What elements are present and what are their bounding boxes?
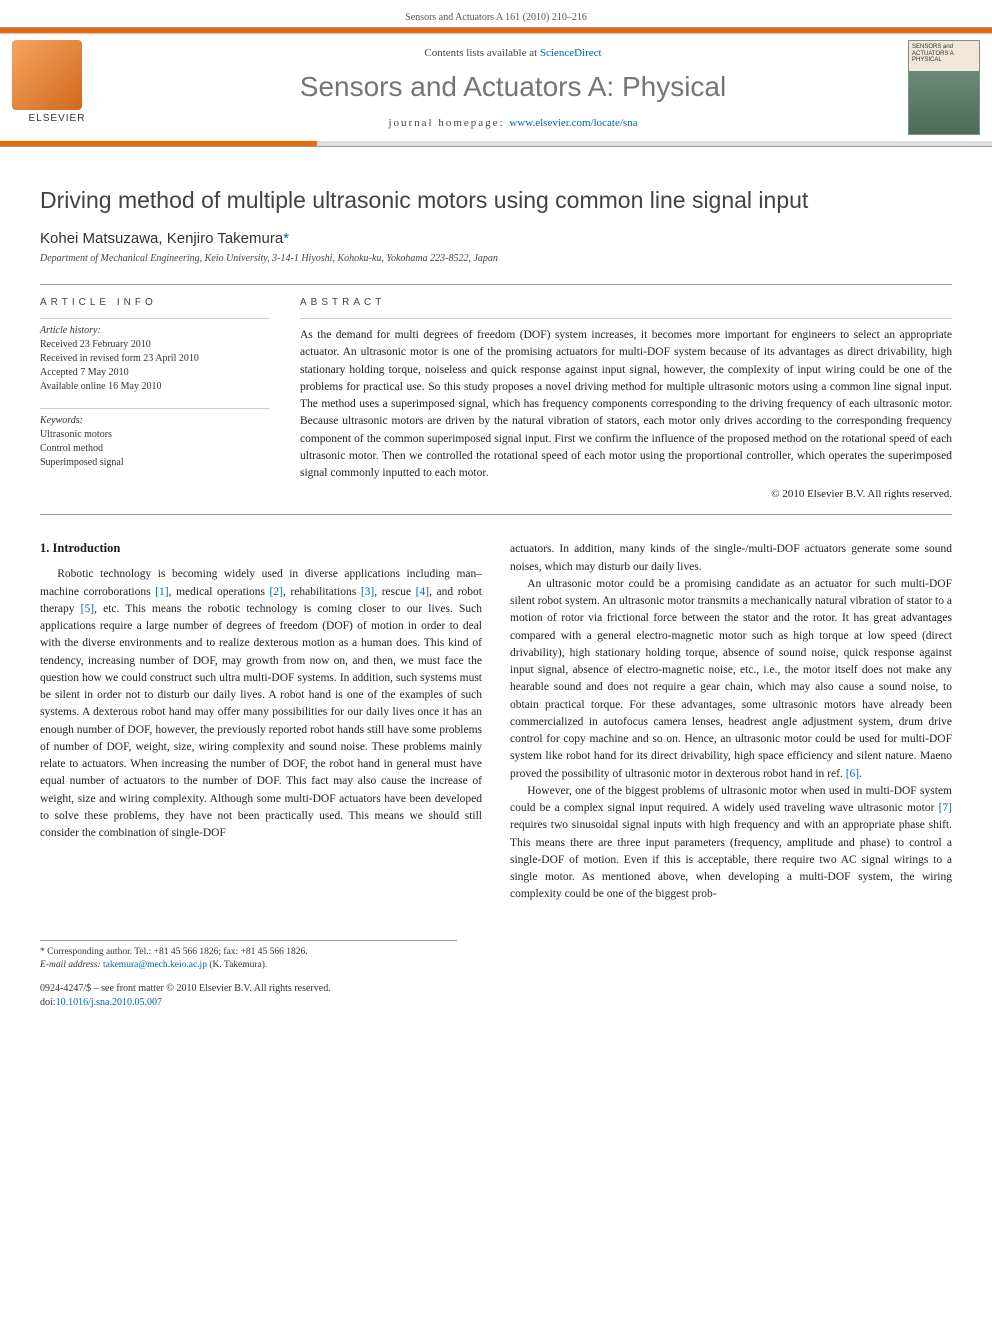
contents-available-line: Contents lists available at ScienceDirec… (118, 47, 908, 59)
keywords-label: Keywords: (40, 415, 270, 426)
sciencedirect-link[interactable]: ScienceDirect (540, 47, 602, 59)
abstract-text: As the demand for multi degrees of freed… (300, 327, 952, 482)
body-column-left: 1. Introduction Robotic technology is be… (40, 541, 482, 903)
footnotes: * Corresponding author. Tel.: +81 45 566… (40, 940, 457, 973)
body-paragraph: An ultrasonic motor could be a promising… (510, 576, 952, 783)
homepage-prefix: journal homepage: (388, 117, 509, 129)
divider (40, 514, 952, 515)
banner-accent-bottom (0, 141, 992, 146)
keyword: Control method (40, 442, 270, 456)
divider (40, 284, 952, 285)
elsevier-tree-icon (12, 40, 82, 110)
keywords-block: Keywords: Ultrasonic motors Control meth… (40, 408, 270, 470)
history-revised: Received in revised form 23 April 2010 (40, 352, 270, 366)
journal-homepage-link[interactable]: www.elsevier.com/locate/sna (509, 117, 637, 129)
journal-homepage-line: journal homepage: www.elsevier.com/locat… (118, 117, 908, 129)
publisher-logo: ELSEVIER (12, 40, 102, 135)
citation-link[interactable]: [6] (846, 768, 859, 780)
history-accepted: Accepted 7 May 2010 (40, 366, 270, 380)
running-header: Sensors and Actuators A 161 (2010) 210–2… (0, 0, 992, 27)
abstract-column: abstract As the demand for multi degrees… (300, 297, 952, 500)
doi-label: doi: (40, 997, 56, 1008)
body-two-column: 1. Introduction Robotic technology is be… (40, 541, 952, 903)
author-email-link[interactable]: takemura@mech.keio.ac.jp (103, 960, 207, 970)
article-info-label: article info (40, 297, 270, 308)
section-heading-introduction: 1. Introduction (40, 541, 482, 556)
citation-link[interactable]: [1] (155, 586, 168, 598)
history-online: Available online 16 May 2010 (40, 380, 270, 394)
doi-link[interactable]: 10.1016/j.sna.2010.05.007 (56, 997, 162, 1008)
corresponding-marker[interactable]: * (283, 230, 289, 247)
article-title: Driving method of multiple ultrasonic mo… (40, 187, 952, 214)
issn-copyright-line: 0924-4247/$ – see front matter © 2010 El… (40, 982, 952, 996)
author-names: Kohei Matsuzawa, Kenjiro Takemura (40, 230, 283, 247)
history-label: Article history: (40, 325, 270, 336)
body-paragraph: actuators. In addition, many kinds of th… (510, 541, 952, 576)
email-footnote: E-mail address: takemura@mech.keio.ac.jp… (40, 959, 457, 972)
cover-thumb-image (909, 71, 979, 134)
citation-link[interactable]: [5] (81, 603, 94, 615)
body-paragraph: Robotic technology is becoming widely us… (40, 566, 482, 842)
article-info-column: article info Article history: Received 2… (40, 297, 270, 500)
keyword: Superimposed signal (40, 456, 270, 470)
citation-link[interactable]: [2] (270, 586, 283, 598)
citation-link[interactable]: [7] (939, 802, 952, 814)
keyword: Ultrasonic motors (40, 428, 270, 442)
journal-cover-thumbnail: SENSORS and ACTUATORS A PHYSICAL (908, 40, 980, 135)
body-column-right: actuators. In addition, many kinds of th… (510, 541, 952, 903)
citation-link[interactable]: [3] (361, 586, 374, 598)
abstract-label: abstract (300, 297, 952, 308)
corresponding-author-footnote: * Corresponding author. Tel.: +81 45 566… (40, 946, 457, 959)
journal-title: Sensors and Actuators A: Physical (118, 71, 908, 103)
affiliation: Department of Mechanical Engineering, Ke… (40, 253, 952, 264)
contents-prefix: Contents lists available at (424, 47, 539, 59)
history-received: Received 23 February 2010 (40, 338, 270, 352)
bottom-metadata: 0924-4247/$ – see front matter © 2010 El… (40, 982, 952, 1010)
author-list: Kohei Matsuzawa, Kenjiro Takemura* (40, 230, 952, 247)
article-history: Article history: Received 23 February 20… (40, 318, 270, 394)
publisher-name: ELSEVIER (12, 113, 102, 124)
cover-thumb-title: SENSORS and ACTUATORS A PHYSICAL (909, 41, 979, 71)
copyright-line: © 2010 Elsevier B.V. All rights reserved… (300, 488, 952, 500)
citation-link[interactable]: [4] (416, 586, 429, 598)
body-paragraph: However, one of the biggest problems of … (510, 783, 952, 904)
journal-banner: ELSEVIER Contents lists available at Sci… (0, 27, 992, 147)
